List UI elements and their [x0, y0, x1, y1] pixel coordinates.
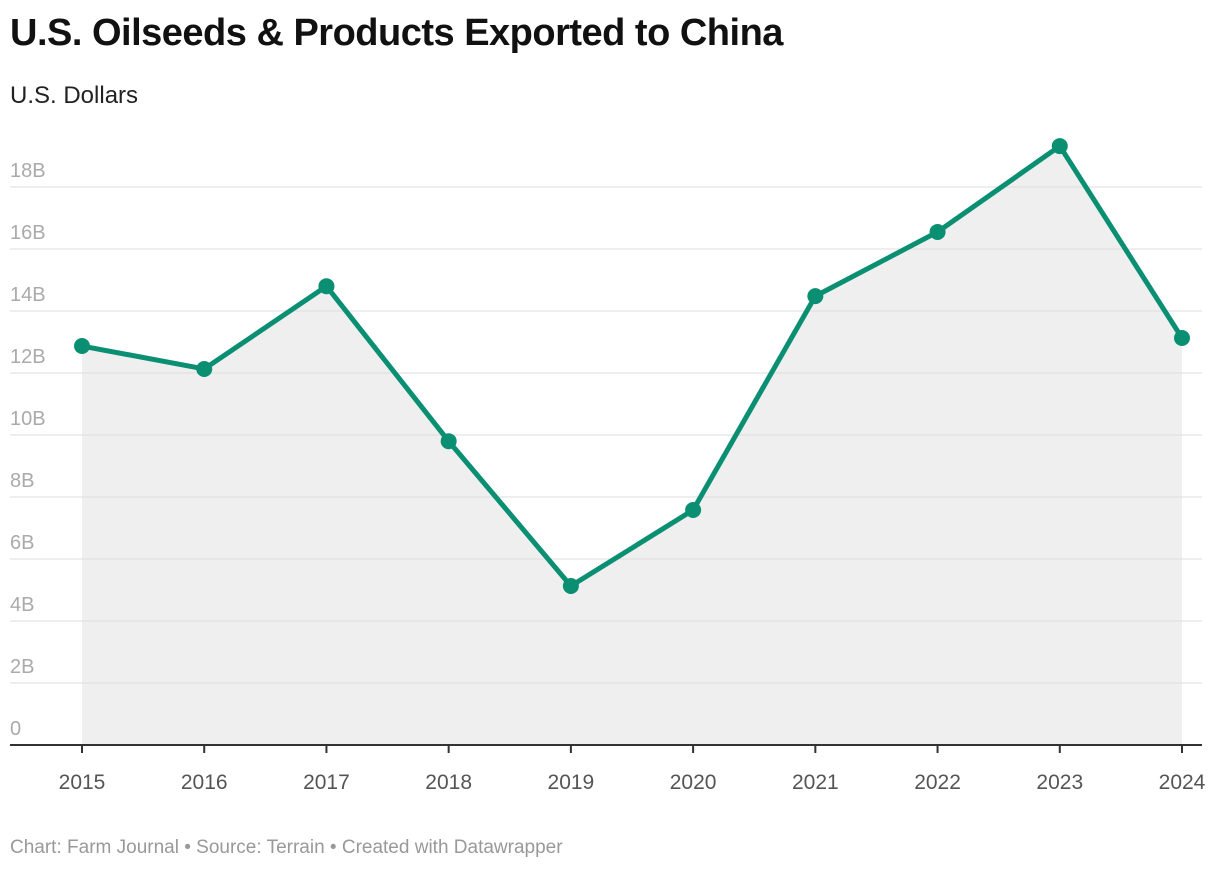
x-tick-label: 2018 — [425, 771, 472, 794]
x-tick-label: 2022 — [914, 771, 961, 794]
y-tick-label: 0 — [10, 718, 21, 740]
data-point — [440, 433, 457, 450]
data-point — [562, 577, 579, 594]
series-line — [81, 143, 1185, 589]
y-tick-label: 10B — [10, 408, 46, 430]
y-tick-label: 14B — [10, 284, 46, 306]
x-tick-label: 2017 — [303, 771, 350, 794]
area-fill — [82, 146, 1182, 745]
x-tick-label: 2021 — [792, 771, 839, 794]
data-point — [196, 360, 213, 377]
chart-title: U.S. Oilseeds & Products Exported to Chi… — [10, 12, 783, 54]
y-tick-label: 8B — [10, 470, 34, 492]
chart-footer: Chart: Farm Journal • Source: Terrain • … — [10, 837, 563, 858]
chart-subtitle: U.S. Dollars — [10, 82, 139, 109]
x-tick-label: 2020 — [670, 771, 717, 794]
y-tick-label: 18B — [10, 160, 46, 182]
x-tick-label: 2016 — [181, 771, 228, 794]
y-tick-label: 6B — [10, 532, 34, 554]
x-tick-label: 2023 — [1036, 771, 1083, 794]
data-point — [1051, 138, 1068, 155]
y-tick-label: 12B — [10, 346, 46, 368]
data-point — [1174, 329, 1190, 346]
y-tick-label: 4B — [10, 594, 34, 616]
data-point — [685, 502, 702, 519]
x-tick-label: 2015 — [59, 771, 106, 794]
data-point — [318, 278, 335, 295]
x-tick-label: 2019 — [548, 771, 595, 794]
x-tick-label: 2024 — [1159, 771, 1206, 794]
y-tick-label: 2B — [10, 656, 34, 678]
data-point — [74, 338, 90, 355]
data-point — [929, 223, 946, 240]
y-tick-label: 16B — [10, 222, 46, 244]
data-point — [807, 288, 824, 305]
